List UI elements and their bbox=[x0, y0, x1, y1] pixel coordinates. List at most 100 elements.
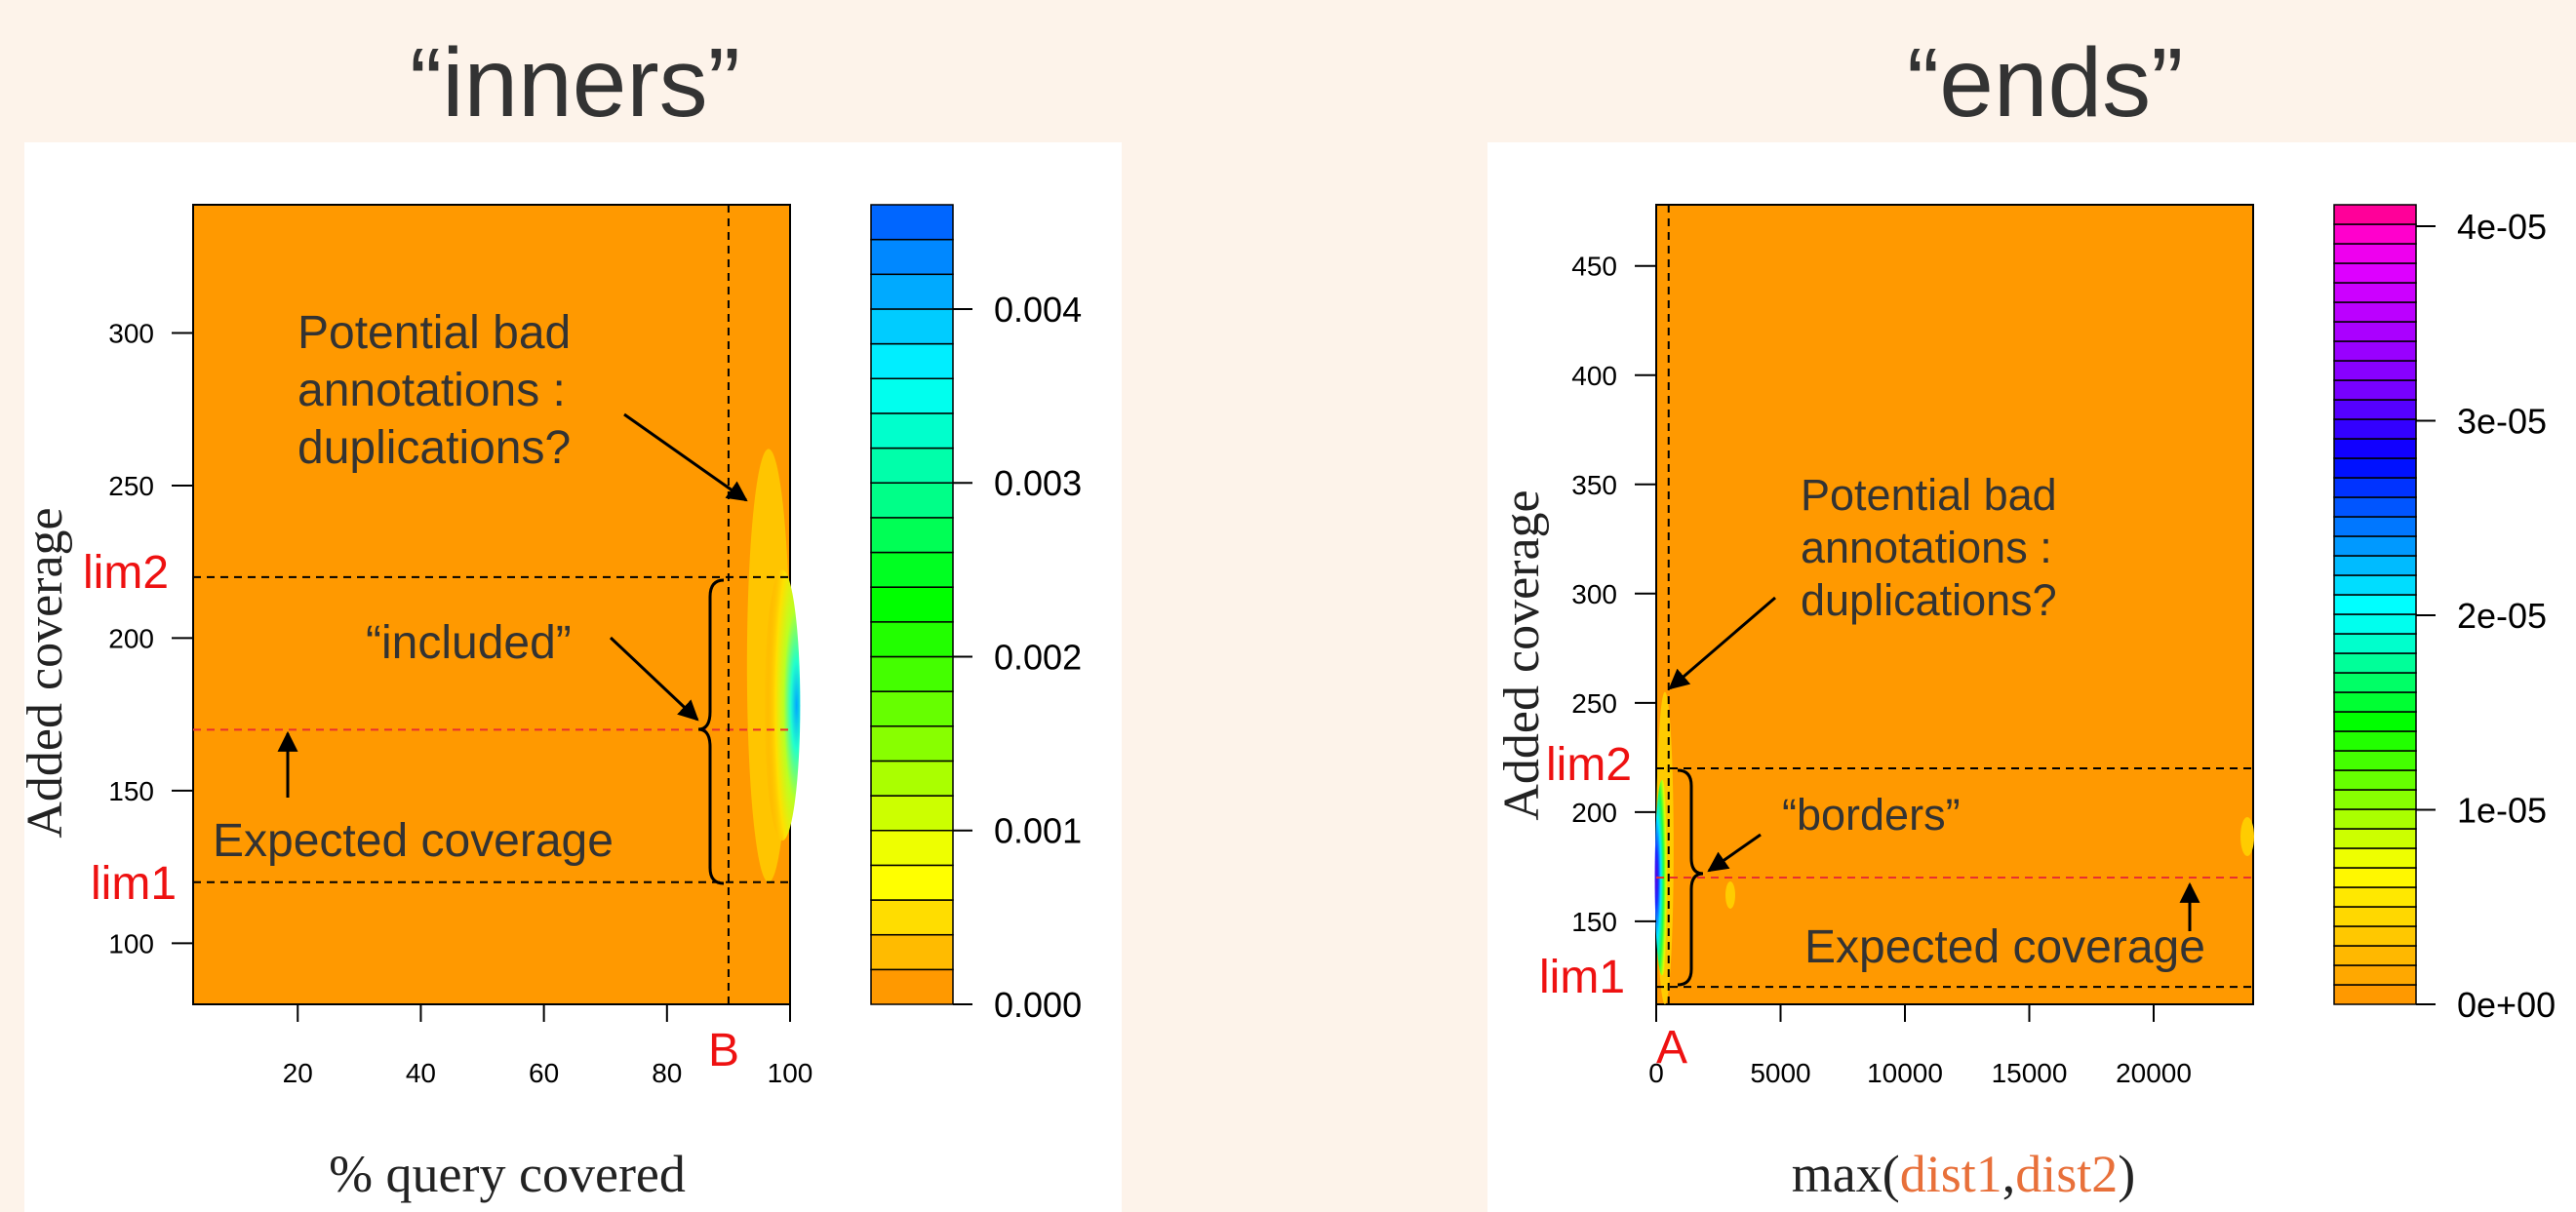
y-tick-label: 300 bbox=[1571, 579, 1617, 609]
x-tick-label: 40 bbox=[406, 1058, 436, 1088]
colorbar-level bbox=[870, 586, 954, 623]
y-tick-label: 250 bbox=[1571, 688, 1617, 719]
colorbar-level bbox=[2333, 340, 2417, 362]
colorbar-level bbox=[2333, 204, 2417, 225]
included-label: “included” bbox=[366, 617, 572, 669]
colorbar-level bbox=[2333, 321, 2417, 342]
colorbar-level bbox=[870, 447, 954, 484]
colorbar-level bbox=[2333, 594, 2417, 615]
colorbar-level bbox=[870, 342, 954, 380]
borders-label: “borders” bbox=[1782, 790, 1961, 840]
bad-annotation-text-3: duplications? bbox=[297, 422, 571, 474]
colorbar-level bbox=[870, 968, 954, 1005]
bad-annotation-text-3: duplications? bbox=[1801, 575, 2057, 625]
colorbar-level bbox=[2333, 633, 2417, 654]
x-tick-label: 10000 bbox=[1867, 1058, 1943, 1088]
x-tick-label: 15000 bbox=[1992, 1058, 2068, 1088]
y-tick-label: 150 bbox=[1571, 907, 1617, 937]
colorbar-level bbox=[870, 551, 954, 588]
colorbar-tick-label: 3e-05 bbox=[2457, 401, 2547, 441]
colorbar-level bbox=[870, 621, 954, 658]
colorbar-level bbox=[870, 273, 954, 310]
lim2-label: lim2 bbox=[83, 547, 169, 599]
bad-annotation-arrow bbox=[623, 412, 748, 502]
x-axis-label-comma: , bbox=[2002, 1145, 2016, 1203]
plot-area bbox=[192, 204, 791, 1005]
bad-annotation-text-1: Potential bad bbox=[297, 307, 571, 359]
colorbar-level bbox=[2333, 399, 2417, 420]
colorbar-ticks: 0.000 0.001 0.002 0.003 0.004 bbox=[953, 290, 1082, 1025]
colorbar-ticks: 0e+00 1e-05 2e-05 3e-05 4e-05 bbox=[2416, 207, 2556, 1025]
x-tick-label: 60 bbox=[529, 1058, 559, 1088]
colorbar-tick-label: 0.004 bbox=[994, 290, 1082, 330]
lim1-label: lim1 bbox=[1539, 952, 1625, 1003]
colorbar-level bbox=[2333, 945, 2417, 966]
colorbar-level bbox=[870, 517, 954, 554]
colorbar-level bbox=[2333, 477, 2417, 498]
colorbar bbox=[2333, 204, 2417, 1005]
y-tick-label: 100 bbox=[108, 928, 154, 958]
colorbar-level bbox=[2333, 301, 2417, 323]
colorbar-tick-label: 4e-05 bbox=[2457, 207, 2547, 247]
density-spot-right bbox=[2240, 817, 2254, 856]
colorbar-level bbox=[2333, 789, 2417, 810]
x-tick-label: 100 bbox=[768, 1058, 813, 1088]
y-tick-label: 350 bbox=[1571, 470, 1617, 500]
included-brace bbox=[697, 578, 725, 885]
colorbar-level bbox=[870, 795, 954, 832]
x-axis-label-dist2: dist2 bbox=[2015, 1145, 2118, 1203]
colorbar-level bbox=[2333, 282, 2417, 303]
borders-brace bbox=[1677, 768, 1704, 987]
marker-b-label: B bbox=[708, 1025, 739, 1076]
expected-coverage-label: Expected coverage bbox=[1804, 921, 2205, 973]
x-axis-label: max(dist1,dist2) bbox=[1792, 1145, 2136, 1203]
plot-area bbox=[1655, 204, 2254, 1005]
colorbar-level bbox=[2333, 223, 2417, 245]
colorbar-level bbox=[870, 482, 954, 519]
colorbar-level bbox=[2333, 379, 2417, 401]
y-axis-label: Added coverage bbox=[1494, 489, 1550, 820]
colorbar-level bbox=[2333, 613, 2417, 635]
x-axis-ticks: 0 5000 10000 15000 20000 bbox=[1648, 1004, 2192, 1088]
colorbar-tick-label: 0.003 bbox=[994, 463, 1082, 503]
colorbar-level bbox=[2333, 964, 2417, 986]
colorbar bbox=[870, 204, 954, 1005]
lim2-label: lim2 bbox=[1546, 739, 1632, 791]
y-tick-label: 250 bbox=[108, 471, 154, 501]
colorbar-level bbox=[870, 238, 954, 276]
colorbar-tick-label: 0.002 bbox=[994, 637, 1082, 677]
colorbar-level bbox=[2333, 808, 2417, 830]
colorbar-level bbox=[2333, 769, 2417, 791]
colorbar-level bbox=[2333, 574, 2417, 596]
colorbar-level bbox=[870, 377, 954, 414]
title-inners: “inners” bbox=[410, 28, 740, 137]
y-tick-label: 400 bbox=[1571, 361, 1617, 391]
colorbar-level bbox=[870, 829, 954, 867]
colorbar-level bbox=[2333, 262, 2417, 284]
colorbar-level bbox=[870, 655, 954, 692]
x-tick-label: 80 bbox=[652, 1058, 682, 1088]
colorbar-tick-label: 2e-05 bbox=[2457, 596, 2547, 636]
colorbar-level bbox=[2333, 457, 2417, 479]
bad-annotation-arrow bbox=[1668, 596, 1776, 690]
x-axis-ticks: 20 40 60 80 100 bbox=[283, 1004, 813, 1088]
y-tick-label: 300 bbox=[108, 318, 154, 348]
colorbar-level bbox=[2333, 847, 2417, 869]
colorbar-level bbox=[2333, 418, 2417, 440]
bad-annotation-text-1: Potential bad bbox=[1801, 470, 2057, 520]
colorbar-level bbox=[2333, 243, 2417, 264]
y-tick-label: 450 bbox=[1571, 252, 1617, 282]
colorbar-level bbox=[2333, 691, 2417, 713]
colorbar-tick-label: 0e+00 bbox=[2457, 985, 2556, 1025]
x-tick-label: 5000 bbox=[1750, 1058, 1810, 1088]
colorbar-level bbox=[870, 760, 954, 797]
x-axis-label: % query covered bbox=[329, 1145, 686, 1203]
density-ridge-core bbox=[764, 569, 801, 841]
y-tick-label: 200 bbox=[1571, 798, 1617, 828]
colorbar-tick-label: 0.000 bbox=[994, 985, 1082, 1025]
expected-coverage-label: Expected coverage bbox=[213, 815, 614, 867]
bad-annotation-text-2: annotations : bbox=[297, 365, 566, 416]
x-tick-label: 20 bbox=[283, 1058, 313, 1088]
title-ends: “ends” bbox=[1907, 28, 2184, 137]
